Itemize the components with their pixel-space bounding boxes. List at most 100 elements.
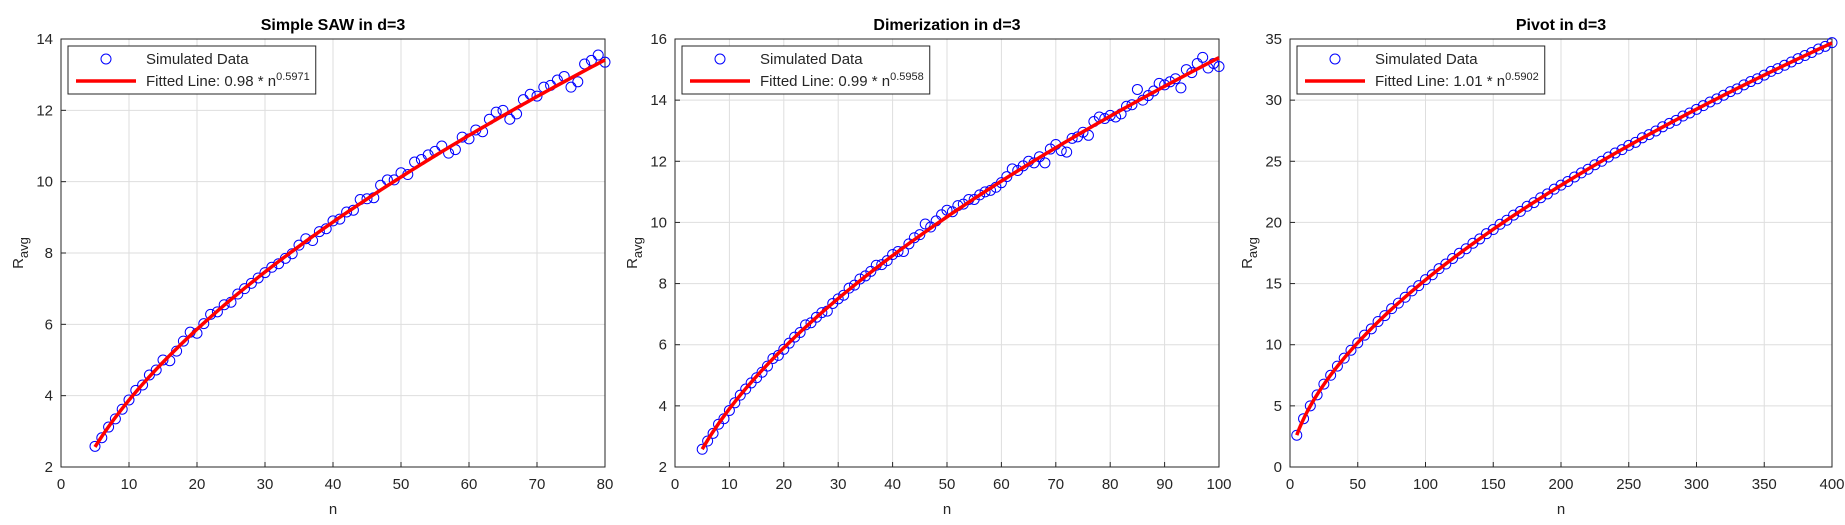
y-tick-label: 2	[659, 459, 667, 476]
data-point	[778, 343, 790, 355]
subplot: 0 50 100 150 200 250 300 350 400 0 5 10 15 20 25 30 35 Pi…	[1239, 17, 1845, 518]
data-point	[1724, 86, 1736, 98]
data-point	[1609, 147, 1621, 159]
y-tick-label: 10	[1265, 337, 1282, 354]
data-point	[1826, 37, 1838, 49]
legend: Simulated Data Fitted Line: 0.98 * n0.597…	[67, 45, 317, 95]
chart-title: Simple SAW in d=3	[261, 17, 406, 34]
data-point	[1569, 171, 1581, 183]
data-point	[1033, 151, 1045, 163]
x-tick-label: 20	[775, 476, 792, 493]
data-point	[979, 186, 991, 198]
data-point	[1785, 56, 1797, 68]
data-point	[1812, 43, 1824, 55]
data-point	[1311, 389, 1323, 401]
y-axis-label-sub: avg	[630, 237, 645, 258]
data-point	[157, 354, 169, 366]
data-point	[96, 432, 108, 444]
data-point	[1447, 253, 1459, 265]
y-tick-label: 8	[659, 276, 667, 293]
data-point	[572, 76, 584, 88]
data-point	[103, 421, 115, 433]
axes-box	[1289, 38, 1833, 468]
x-tick-label: 300	[1684, 476, 1709, 493]
data-point	[761, 360, 773, 372]
data-point	[903, 238, 915, 250]
data-point	[1751, 73, 1763, 85]
data-point	[1298, 413, 1310, 425]
data-point	[1325, 369, 1337, 381]
data-point	[1636, 132, 1648, 144]
x-tick-label: 70	[1047, 476, 1064, 493]
data-point	[1548, 183, 1560, 195]
data-point	[1338, 352, 1350, 364]
data-point	[1508, 209, 1520, 221]
data-point	[1677, 110, 1689, 122]
data-point	[1104, 109, 1116, 121]
data-point	[1352, 337, 1364, 349]
y-tick-label: 6	[659, 337, 667, 354]
data-point	[1765, 65, 1777, 77]
data-point	[1521, 200, 1533, 212]
data-point	[1392, 297, 1404, 309]
x-tick-label: 50	[1349, 476, 1366, 493]
data-point	[794, 326, 806, 338]
data-point	[1460, 243, 1472, 255]
data-point	[1623, 139, 1635, 151]
subplot: 0 10 20 30 40 50 60 70 80 90 100 2 4 6 8 10 12 14 16 Dimeri…	[624, 17, 1232, 518]
data-point	[1663, 117, 1675, 129]
x-axis-label: n	[329, 501, 337, 518]
data-point	[1039, 157, 1051, 169]
data-point	[1365, 323, 1377, 335]
data-point	[1806, 46, 1818, 58]
data-point	[565, 81, 577, 93]
data-point	[504, 113, 516, 125]
data-point	[881, 255, 893, 267]
data-point	[1426, 269, 1438, 281]
legend-label: Fitted Line: 1.01 * n0.5902	[1375, 71, 1539, 90]
y-tick-label: 10	[650, 214, 667, 231]
legend-label-sup: 0.5971	[276, 71, 310, 83]
data-point	[974, 189, 986, 201]
x-tick-label: 90	[1156, 476, 1173, 493]
data-point	[1731, 83, 1743, 95]
data-point	[109, 413, 121, 425]
legend-label-main: Fitted Line: 0.99 * n	[760, 73, 890, 90]
x-tick-label: 100	[1413, 476, 1438, 493]
data-point	[1691, 103, 1702, 115]
data-point	[1099, 112, 1111, 124]
data-point	[198, 318, 210, 330]
data-point	[919, 218, 931, 230]
data-point	[1697, 100, 1709, 112]
data-point	[887, 249, 899, 261]
data-point	[723, 404, 735, 416]
y-tick-label: 6	[45, 316, 53, 333]
data-point	[1213, 61, 1225, 73]
data-point	[1779, 59, 1791, 71]
legend-label: Simulated Data	[760, 51, 863, 68]
data-point	[1792, 53, 1804, 65]
axes-box	[674, 38, 1220, 468]
y-tick-label: 35	[1265, 31, 1282, 48]
data-point	[1406, 285, 1418, 297]
data-point	[702, 435, 714, 447]
data-point	[218, 299, 230, 311]
data-point	[1745, 76, 1757, 88]
y-tick-label: 14	[36, 31, 53, 48]
data-point	[211, 306, 223, 318]
y-tick-label: 2	[45, 459, 53, 476]
y-axis-label: Ravg	[624, 237, 645, 269]
data-point	[1077, 126, 1089, 138]
data-point	[266, 261, 278, 273]
data-point	[1131, 83, 1143, 95]
x-tick-label: 40	[325, 476, 342, 493]
data-point	[1704, 96, 1716, 108]
data-point	[1575, 167, 1587, 179]
data-point	[740, 383, 752, 395]
y-axis-label-sub: avg	[16, 237, 31, 258]
y-tick-label: 25	[1265, 153, 1282, 170]
data-point	[490, 106, 502, 118]
x-tick-label: 20	[189, 476, 206, 493]
data-point	[1126, 99, 1138, 111]
legend-label-main: Fitted Line: 0.98 * n	[146, 73, 276, 90]
